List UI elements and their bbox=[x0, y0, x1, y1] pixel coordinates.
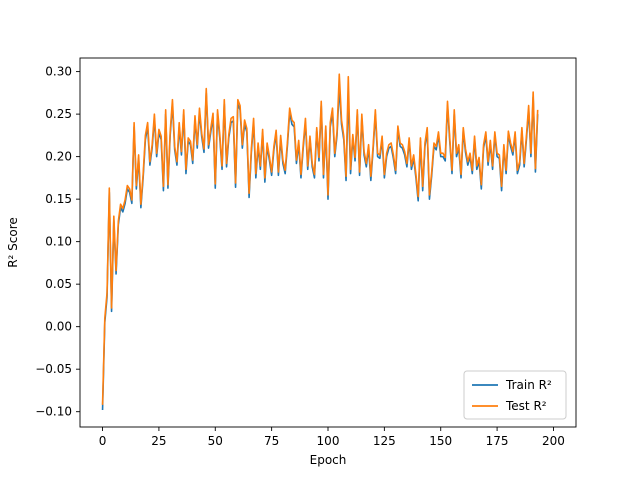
legend-box bbox=[463, 370, 567, 420]
x-tick-label: 0 bbox=[99, 434, 107, 448]
x-tick-label: 50 bbox=[208, 434, 223, 448]
y-tick-label: 0.20 bbox=[45, 150, 72, 164]
y-tick-label: 0.25 bbox=[45, 107, 72, 121]
x-tick-label: 150 bbox=[429, 434, 452, 448]
x-tick-label: 75 bbox=[264, 434, 279, 448]
x-tick-label: 175 bbox=[486, 434, 509, 448]
y-axis-label: R² Score bbox=[6, 217, 20, 268]
y-tick-label: −0.05 bbox=[35, 362, 72, 376]
x-axis: 0 25 50 75 100 125 150 175 200 bbox=[99, 427, 565, 448]
y-tick-label: 0.10 bbox=[45, 235, 72, 249]
x-tick-label: 100 bbox=[317, 434, 340, 448]
series-line-test bbox=[101, 73, 539, 405]
series-lines bbox=[101, 73, 539, 411]
x-tick-label: 200 bbox=[542, 434, 565, 448]
x-tick-label: 25 bbox=[151, 434, 166, 448]
y-tick-label: 0.15 bbox=[45, 192, 72, 206]
y-tick-label: 0.30 bbox=[45, 65, 72, 79]
legend-label: Train R² bbox=[505, 378, 552, 392]
y-tick-label: −0.10 bbox=[35, 405, 72, 419]
y-tick-label: 0.05 bbox=[45, 277, 72, 291]
legend: Train R² Test R² bbox=[463, 370, 567, 420]
legend-label: Test R² bbox=[505, 399, 547, 413]
y-tick-label: 0.00 bbox=[45, 320, 72, 334]
y-axis: −0.10 −0.05 0.00 0.05 0.10 0.15 0.20 0.25 0.30 bbox=[35, 65, 80, 419]
x-tick-label: 125 bbox=[373, 434, 396, 448]
x-axis-label: Epoch bbox=[310, 453, 347, 467]
